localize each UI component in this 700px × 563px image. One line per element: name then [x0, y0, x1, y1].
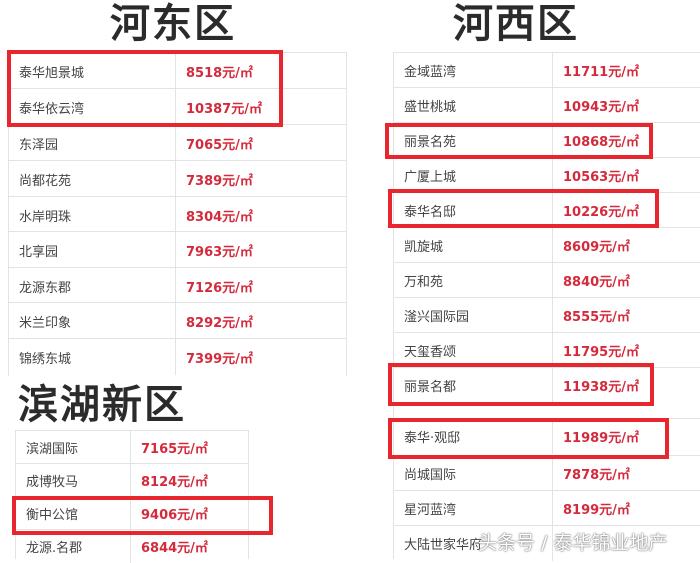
- property-name: 盛世桃城: [394, 88, 553, 123]
- table-row: 星河蓝湾 8199元/㎡: [394, 490, 700, 526]
- property-name: 尚都花苑: [9, 161, 176, 197]
- table-row: 成博牧马 8124元/㎡: [16, 463, 248, 497]
- property-name: 万和苑: [394, 263, 553, 298]
- property-price: 11989元/㎡: [563, 431, 639, 446]
- table-row: 丽景名苑 10868元/㎡: [394, 122, 700, 158]
- property-price: 6844元/㎡: [141, 541, 208, 556]
- section-title-hexi: 河西区: [453, 1, 579, 47]
- property-price: 11795元/㎡: [563, 345, 639, 360]
- table-row: 凯旋城 8609元/㎡: [394, 227, 700, 263]
- property-name: 泰华依云湾: [9, 89, 176, 125]
- property-price: 8518元/㎡: [186, 65, 253, 81]
- table-row: 泰华名邸 10226元/㎡: [394, 192, 700, 228]
- table-row: 金域蓝湾 11711元/㎡: [394, 52, 700, 88]
- property-price: 8124元/㎡: [141, 475, 208, 490]
- property-name: 东泽园: [9, 125, 176, 161]
- property-name: 成博牧马: [16, 464, 131, 497]
- property-price: 7165元/㎡: [141, 442, 208, 457]
- property-name: 丽景名都: [394, 368, 553, 403]
- table-row: 锦绣东城 7399元/㎡: [9, 338, 346, 375]
- table-row: 尚城国际 7878元/㎡: [394, 455, 700, 491]
- table-row: 滏兴国际园 8555元/㎡: [394, 297, 700, 333]
- table-row: 水岸明珠 8304元/㎡: [9, 196, 346, 233]
- property-price: 7126元/㎡: [186, 280, 253, 296]
- price-table-hedong: 泰华旭景城 8518元/㎡ 泰华依云湾 10387元/㎡ 东泽园 7065元/㎡ 尚都花苑 7…: [8, 52, 347, 376]
- property-price: 7963元/㎡: [186, 244, 253, 260]
- property-name: 衡中公馆: [16, 497, 131, 530]
- property-price: 10387元/㎡: [186, 101, 262, 117]
- table-row: 尚都花苑 7389元/㎡: [9, 160, 346, 197]
- table-row: 大陆世家华府: [394, 525, 700, 561]
- property-name: 米兰印象: [9, 303, 176, 339]
- property-name: 广厦上城: [394, 158, 553, 193]
- table-row: 龙源.名郡 6844元/㎡: [16, 529, 248, 563]
- watermark: 头条号 / 泰华锦业地产: [478, 532, 668, 554]
- section-title-hedong: 河东区: [110, 1, 236, 47]
- table-row: 米兰印象 8292元/㎡: [9, 302, 346, 339]
- property-name: 龙源.名郡: [16, 530, 131, 563]
- property-name: 星河蓝湾: [394, 491, 553, 526]
- table-row: 天玺香颂 11795元/㎡: [394, 332, 700, 368]
- table-row: 泰华·观邸 11989元/㎡: [394, 418, 700, 454]
- table-row: 万和苑 8840元/㎡: [394, 262, 700, 298]
- property-name: 北享园: [9, 232, 176, 268]
- property-price: 8840元/㎡: [563, 275, 630, 290]
- property-price: 10943元/㎡: [563, 100, 639, 115]
- property-name: 金域蓝湾: [394, 53, 553, 88]
- property-price: 11711元/㎡: [563, 65, 639, 80]
- table-row: 泰华依云湾 10387元/㎡: [9, 88, 346, 125]
- property-price: 7399元/㎡: [186, 351, 253, 367]
- property-name: 大陆世家华府: [394, 526, 553, 561]
- property-price: 8304元/㎡: [186, 209, 253, 225]
- property-name: 滏兴国际园: [394, 298, 553, 333]
- property-name: 龙源东郡: [9, 268, 176, 304]
- section-title-binhu: 滨湖新区: [18, 382, 186, 428]
- table-row: 盛世桃城 10943元/㎡: [394, 87, 700, 123]
- property-price: 7065元/㎡: [186, 137, 253, 153]
- property-name: 泰华旭景城: [9, 53, 176, 89]
- table-row: 泰华旭景城 8518元/㎡: [9, 52, 346, 89]
- property-name: 泰华·观邸: [394, 419, 553, 454]
- table-row: 广厦上城 10563元/㎡: [394, 157, 700, 193]
- table-row: 北享园 7963元/㎡: [9, 231, 346, 268]
- property-price: 10868元/㎡: [563, 135, 639, 150]
- property-name: 水岸明珠: [9, 197, 176, 233]
- property-price: 11938元/㎡: [563, 380, 639, 395]
- property-price: 8555元/㎡: [563, 310, 630, 325]
- property-name: 丽景名苑: [394, 123, 553, 158]
- table-row: 东泽园 7065元/㎡: [9, 124, 346, 161]
- property-name: 泰华名邸: [394, 193, 553, 228]
- price-table-hexi: 金域蓝湾 11711元/㎡ 盛世桃城 10943元/㎡ 丽景名苑 10868元/㎡ 广厦上城…: [393, 52, 700, 561]
- price-table-binhu: 滨湖国际 7165元/㎡ 成博牧马 8124元/㎡ 衡中公馆 9406元/㎡ 龙源.名郡 68…: [15, 430, 249, 563]
- table-row: 丽景名都 11938元/㎡: [394, 367, 700, 403]
- property-price: 9406元/㎡: [141, 508, 208, 523]
- table-row: 衡中公馆 9406元/㎡: [16, 496, 248, 530]
- property-name: 天玺香颂: [394, 333, 553, 368]
- property-price: 8292元/㎡: [186, 315, 253, 331]
- table-row: 龙源东郡 7126元/㎡: [9, 267, 346, 304]
- property-price: 8609元/㎡: [563, 240, 630, 255]
- property-price: 7389元/㎡: [186, 173, 253, 189]
- property-price: 7878元/㎡: [563, 468, 630, 483]
- table-row: 滨湖国际 7165元/㎡: [16, 430, 248, 464]
- property-name: 锦绣东城: [9, 339, 176, 375]
- property-price: 8199元/㎡: [563, 503, 630, 518]
- property-name: 滨湖国际: [16, 431, 131, 464]
- property-price: 10563元/㎡: [563, 170, 639, 185]
- property-name: 凯旋城: [394, 228, 553, 263]
- property-price: 10226元/㎡: [563, 205, 639, 220]
- property-name: 尚城国际: [394, 456, 553, 491]
